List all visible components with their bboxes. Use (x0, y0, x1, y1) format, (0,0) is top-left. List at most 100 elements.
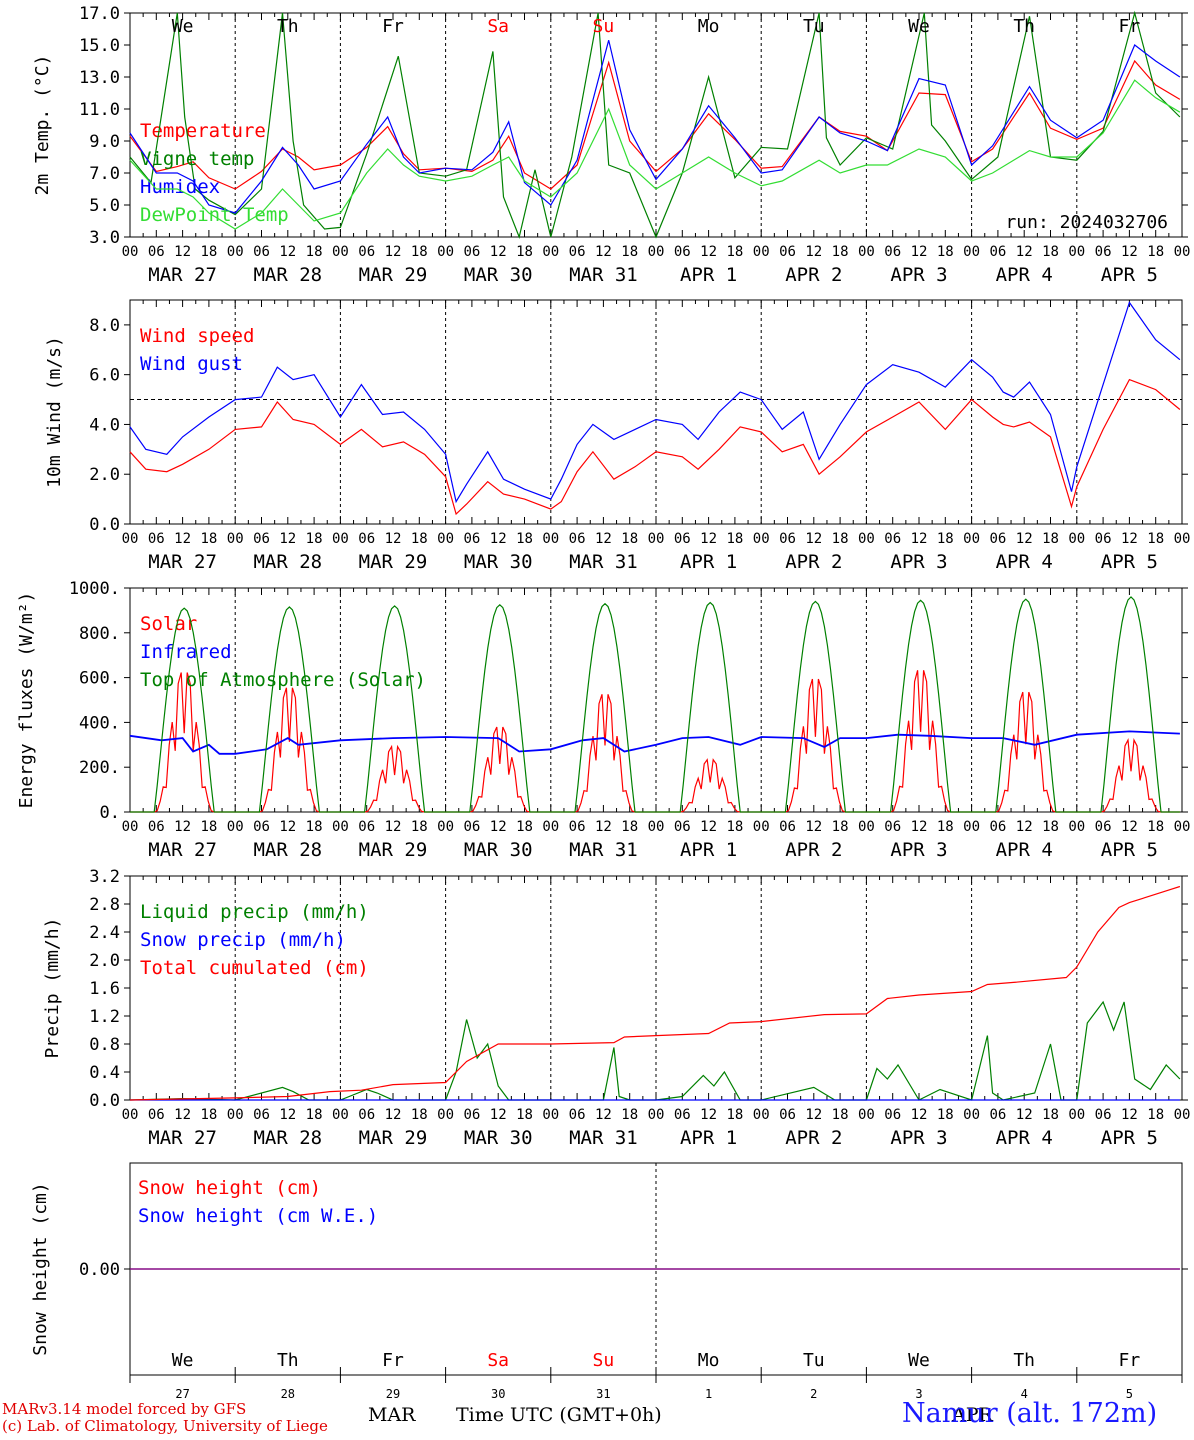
legend-entry-temp-0: Temperature (140, 120, 266, 142)
legend-entry-precip-1: Snow precip (mm/h) (140, 929, 346, 951)
credit-line: (c) Lab. of Climatology, University of L… (2, 1417, 328, 1435)
day-number-label: 5 (1126, 1387, 1133, 1401)
hour-tick-label-temp: 00 (1068, 244, 1085, 260)
weekday-label-bottom: Tu (803, 1350, 825, 1371)
date-label-wind: MAR 28 (253, 551, 322, 573)
hour-tick-label-precip: 00 (437, 1107, 454, 1123)
series-line-energy-1 (129, 730, 1180, 755)
legend-entry-precip-2: Total cumulated (cm) (140, 957, 369, 979)
hour-tick-label-energy: 12 (385, 819, 402, 835)
y-tick-label-wind: 0.0 (89, 515, 120, 535)
hour-tick-label-wind: 12 (1121, 531, 1138, 547)
y-axis-label-snow: Snow height (cm) (30, 1182, 51, 1355)
hour-tick-label-precip: 06 (253, 1107, 270, 1123)
date-label-wind: APR 4 (996, 551, 1053, 573)
hour-tick-label-wind: 18 (200, 531, 217, 547)
date-label-energy: MAR 29 (359, 839, 428, 861)
day-number-label: 1 (705, 1387, 712, 1401)
hour-tick-label-precip: 00 (542, 1107, 559, 1123)
hour-tick-label-wind: 18 (411, 531, 428, 547)
y-tick-label-temp: 5.0 (89, 196, 120, 216)
weekday-label-top: Fr (1119, 16, 1141, 37)
date-label-precip: MAR 31 (569, 1127, 638, 1149)
hour-tick-label-energy: 12 (279, 819, 296, 835)
day-number-label: 28 (281, 1387, 295, 1401)
hour-tick-label-temp: 06 (253, 244, 270, 260)
hour-tick-label-temp: 00 (332, 244, 349, 260)
y-axis-label-energy: Energy fluxes (W/m²) (16, 592, 37, 809)
hour-tick-label-precip: 00 (1068, 1107, 1085, 1123)
hour-tick-label-temp: 18 (937, 244, 954, 260)
hour-tick-label-temp: 18 (1147, 244, 1164, 260)
hour-tick-label-energy: 18 (516, 819, 533, 835)
hour-tick-label-wind: 06 (463, 531, 480, 547)
y-tick-label-temp: 15.0 (79, 36, 120, 56)
hour-tick-label-temp: 06 (1095, 244, 1112, 260)
hour-tick-label-temp: 06 (463, 244, 480, 260)
weekday-label-top: Th (277, 16, 299, 37)
y-tick-label-snow: 0.00 (79, 1260, 120, 1280)
hour-tick-label-temp: 18 (621, 244, 638, 260)
date-label-temp: APR 2 (785, 264, 842, 286)
hour-tick-label-precip: 12 (911, 1107, 928, 1123)
hour-tick-label-wind: 18 (726, 531, 743, 547)
hour-tick-label-energy: 18 (411, 819, 428, 835)
day-number-label: 4 (1021, 1387, 1028, 1401)
legend-entry-energy-1: Infrared (140, 641, 232, 663)
hour-tick-label-temp: 06 (569, 244, 586, 260)
weekday-label-bottom: We (908, 1350, 930, 1371)
weekday-label-bottom: Th (1013, 1350, 1035, 1371)
series-line-wind-1 (129, 301, 1181, 504)
y-tick-label-energy: 1000. (69, 579, 120, 599)
hour-tick-label-precip: 18 (411, 1107, 428, 1123)
hour-tick-label-precip: 12 (1121, 1107, 1138, 1123)
legend-entry-energy-2: Top of Atmosphere (Solar) (140, 669, 426, 691)
date-label-energy: APR 5 (1101, 839, 1158, 861)
date-label-wind: APR 3 (890, 551, 947, 573)
y-tick-label-precip: 2.0 (89, 951, 120, 971)
y-tick-label-wind: 4.0 (89, 415, 120, 435)
y-tick-label-energy: 400. (79, 713, 120, 733)
date-label-temp: MAR 30 (464, 264, 533, 286)
date-label-temp: MAR 28 (253, 264, 322, 286)
hour-tick-label-precip: 12 (490, 1107, 507, 1123)
hour-tick-label-wind: 06 (674, 531, 691, 547)
date-label-precip: MAR 28 (253, 1127, 322, 1149)
hour-tick-label-wind: 18 (621, 531, 638, 547)
hour-tick-label-temp: 00 (542, 244, 559, 260)
date-label-wind: APR 1 (680, 551, 737, 573)
series-line-temp-3 (129, 79, 1181, 230)
hour-tick-label-temp: 06 (779, 244, 796, 260)
hour-tick-label-temp: 12 (805, 244, 822, 260)
y-tick-label-precip: 1.2 (89, 1007, 120, 1027)
hour-tick-label-wind: 12 (279, 531, 296, 547)
hour-tick-label-energy: 00 (122, 819, 139, 835)
hour-tick-label-temp: 12 (490, 244, 507, 260)
legend-entry-wind-0: Wind speed (140, 325, 254, 347)
hour-tick-label-wind: 12 (490, 531, 507, 547)
hour-tick-label-precip: 18 (516, 1107, 533, 1123)
hour-tick-label-temp: 18 (516, 244, 533, 260)
hour-tick-label-precip: 06 (779, 1107, 796, 1123)
legend-entry-energy-0: Solar (140, 613, 197, 635)
hour-tick-label-wind: 00 (753, 531, 770, 547)
day-number-label: 31 (596, 1387, 610, 1401)
hour-tick-label-energy: 06 (1095, 819, 1112, 835)
hour-tick-label-wind: 12 (700, 531, 717, 547)
hour-tick-label-energy: 12 (911, 819, 928, 835)
hour-tick-label-energy: 00 (332, 819, 349, 835)
hour-tick-label-wind: 18 (832, 531, 849, 547)
date-label-temp: APR 5 (1101, 264, 1158, 286)
weekday-label-top: Sa (487, 16, 509, 37)
hour-tick-label-precip: 06 (463, 1107, 480, 1123)
date-label-precip: MAR 29 (359, 1127, 428, 1149)
hour-tick-label-precip: 18 (832, 1107, 849, 1123)
hour-tick-label-energy: 00 (1068, 819, 1085, 835)
hour-tick-label-energy: 12 (1016, 819, 1033, 835)
date-label-wind: MAR 29 (359, 551, 428, 573)
station-name: Namur (alt. 172m) (902, 1398, 1158, 1429)
hour-tick-label-energy: 06 (148, 819, 165, 835)
legend-entry-wind-1: Wind gust (140, 353, 243, 375)
date-label-energy: MAR 27 (148, 839, 217, 861)
